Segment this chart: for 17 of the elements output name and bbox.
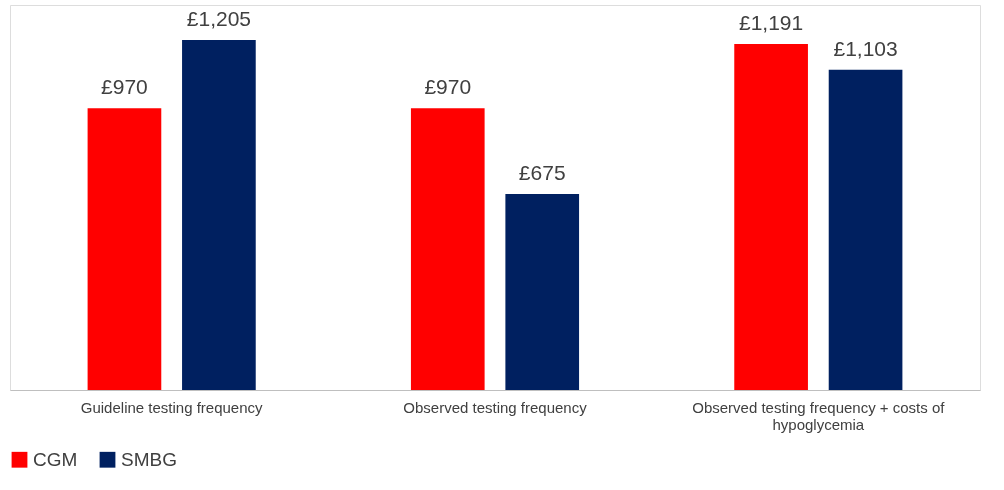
bar (505, 193, 580, 390)
bar (410, 108, 485, 390)
data-label: £970 (424, 75, 472, 99)
x-tick-label: Guideline testing frequency (80, 398, 264, 416)
bar (87, 108, 162, 390)
bar (182, 40, 256, 390)
data-label: £1,205 (186, 7, 252, 30)
legend-label: SMBG (121, 448, 177, 470)
legend-label: CGM (33, 448, 78, 470)
x-tick-label: Observed testing frequency + costs of hypoglycemia (692, 398, 946, 433)
data-label: £970 (101, 75, 148, 99)
data-label: £1,103 (833, 36, 898, 60)
bar (828, 69, 903, 390)
x-tick-label: Observed testing frequency (403, 398, 588, 416)
bar (734, 44, 808, 390)
data-label: £1,191 (738, 11, 804, 35)
data-label: £675 (518, 160, 566, 184)
